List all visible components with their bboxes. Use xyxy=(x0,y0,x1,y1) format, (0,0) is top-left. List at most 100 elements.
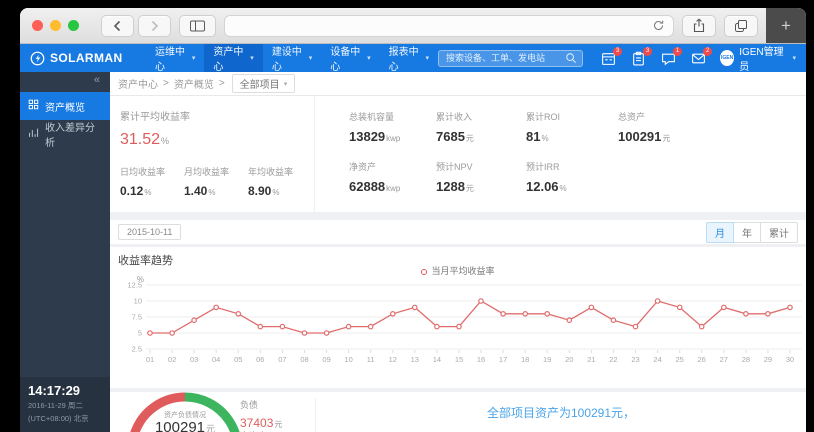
svg-text:12: 12 xyxy=(389,355,397,364)
legend-marker-icon xyxy=(421,269,428,275)
svg-text:28: 28 xyxy=(742,355,750,364)
brand-logo[interactable]: SOLARMAN xyxy=(30,51,146,66)
window-controls xyxy=(32,20,79,31)
sidebar-item[interactable]: 资产概览 xyxy=(20,92,110,120)
tabs-overview-button[interactable] xyxy=(724,14,758,37)
brand-name: SOLARMAN xyxy=(50,51,123,65)
chevron-left-icon xyxy=(113,20,121,31)
donut-center-number: 100291 xyxy=(154,419,206,432)
chevron-down-icon: ▾ xyxy=(191,55,196,62)
sub-stat-unit: % xyxy=(272,188,280,197)
svg-text:23: 23 xyxy=(631,355,639,364)
nav-menu-item-label: 建设中心 xyxy=(271,47,302,73)
reload-icon[interactable] xyxy=(652,19,665,32)
range-button[interactable]: 年 xyxy=(733,221,761,243)
yield-trend-chart-card: 收益率趋势 当月平均收益率 % 2.5 5 7.5 10 12.5 01 02 03 04 05 06… xyxy=(110,247,806,388)
breadcrumb-current: 资产概览 xyxy=(173,80,214,91)
sidebar-item[interactable]: 收入差异分析 xyxy=(20,120,110,149)
address-input[interactable] xyxy=(233,18,652,33)
svg-text:22: 22 xyxy=(609,355,617,364)
svg-text:14: 14 xyxy=(433,355,441,364)
minimize-window-button[interactable] xyxy=(50,20,61,31)
chevron-down-icon: ▾ xyxy=(367,55,371,62)
workorder-icon[interactable]: 3 xyxy=(631,46,652,66)
new-tab-button[interactable]: + xyxy=(781,15,791,35)
sub-stat-label: 月均收益率 xyxy=(184,167,230,177)
liability-stat: 负债 37403元 xyxy=(240,398,282,430)
user-menu[interactable]: IGEN IGEN管理员 ▾ xyxy=(720,43,796,73)
svg-text:11: 11 xyxy=(367,355,375,364)
sidebar-item-label: 资产概览 xyxy=(45,102,85,114)
clock-widget: 14:17:29 2016-11-29 周二 (UTC+08:00) 北京 xyxy=(20,377,110,432)
svg-text:7.5: 7.5 xyxy=(132,313,142,322)
avatar: IGEN xyxy=(720,50,735,66)
sub-stat-value: 8.90% xyxy=(248,184,312,198)
sidebar-icon xyxy=(190,20,205,31)
chevron-down-icon: ▾ xyxy=(250,55,254,62)
sidebar: « 资产概览收入差异分析 14:17:29 2016-11-29 周二 (UTC… xyxy=(20,72,110,432)
global-search[interactable] xyxy=(438,49,583,67)
range-button[interactable]: 累计 xyxy=(760,221,798,243)
analysis-icon xyxy=(28,127,39,141)
primary-stat-number: 31.52 xyxy=(120,131,161,148)
svg-text:21: 21 xyxy=(587,355,595,364)
donut-label: 资产负债情况 xyxy=(164,412,206,419)
sub-stat-number: 0.12 xyxy=(120,184,144,198)
svg-text:06: 06 xyxy=(256,355,264,364)
sub-stat: 月均收益率 1.40% xyxy=(184,165,248,198)
sidebar-item-label: 收入差异分析 xyxy=(45,123,95,149)
message-icon[interactable]: 1 xyxy=(661,46,682,66)
nav-menu-item[interactable]: 运维中心 ▾ xyxy=(146,44,204,73)
breadcrumb-parent[interactable]: 资产中心 xyxy=(118,80,158,91)
svg-text:27: 27 xyxy=(720,355,728,364)
notification-badge: 1 xyxy=(673,46,682,56)
address-bar[interactable] xyxy=(224,14,674,37)
sidebar-toggle-button[interactable] xyxy=(179,14,216,37)
nav-menu-item[interactable]: 建设中心 ▾ xyxy=(263,44,321,73)
svg-text:15: 15 xyxy=(455,355,463,364)
nav-menu-item[interactable]: 报表中心 ▾ xyxy=(380,44,438,73)
svg-text:04: 04 xyxy=(212,355,220,364)
sub-stat-label: 日均收益率 xyxy=(120,167,166,177)
stat-number: 13829 xyxy=(349,129,386,144)
clock-timezone: (UTC+08:00) 北京 xyxy=(28,414,89,423)
back-button[interactable] xyxy=(101,14,134,37)
mail-icon[interactable]: 2 xyxy=(691,46,712,66)
stat-cell: 累计ROI 81% xyxy=(526,110,618,144)
close-window-button[interactable] xyxy=(32,20,43,31)
stat-unit: 元 xyxy=(662,134,671,143)
sidebar-collapse-button[interactable]: « xyxy=(93,74,100,86)
overview-icon xyxy=(28,99,39,113)
share-button[interactable] xyxy=(682,14,716,37)
svg-text:12.5: 12.5 xyxy=(127,281,142,290)
stat-unit: 元 xyxy=(465,184,474,193)
nav-menu-item[interactable]: 资产中心 ▾ xyxy=(204,44,263,73)
project-filter-dropdown[interactable]: 全部项目 ▾ xyxy=(231,74,296,93)
nav-menu-item[interactable]: 设备中心 ▾ xyxy=(321,44,379,73)
stat-row: 净资产 62888kwp 预计NPV 1288元 预计IRR 12.06% xyxy=(349,160,806,194)
stat-label: 累计ROI xyxy=(526,112,561,122)
primary-stat-label: 累计平均收益率 xyxy=(120,112,190,123)
chart-title: 收益率趋势 xyxy=(118,255,173,267)
stat-number: 12.06 xyxy=(526,179,559,194)
zoom-window-button[interactable] xyxy=(68,20,79,31)
range-switcher: 月年累计 xyxy=(706,221,798,243)
search-icon[interactable] xyxy=(565,52,577,64)
alarm-icon[interactable]: 3 xyxy=(601,46,622,66)
range-button[interactable]: 月 xyxy=(706,221,734,243)
search-input[interactable] xyxy=(444,52,565,64)
stat-unit: kwp xyxy=(386,184,401,193)
stat-label: 预计IRR xyxy=(526,162,560,172)
svg-text:05: 05 xyxy=(234,355,242,364)
svg-text:09: 09 xyxy=(322,355,330,364)
svg-text:24: 24 xyxy=(653,355,661,364)
date-picker[interactable]: 2015-10-11 xyxy=(118,224,182,240)
chevron-down-icon: ▾ xyxy=(792,55,796,62)
svg-text:2.5: 2.5 xyxy=(132,345,142,354)
stat-cell: 总资产 100291元 xyxy=(618,110,670,144)
forward-button[interactable] xyxy=(138,14,171,37)
svg-text:5: 5 xyxy=(138,329,142,338)
stat-number: 81 xyxy=(526,129,541,144)
stat-number: 62888 xyxy=(349,179,386,194)
stat-unit: % xyxy=(559,184,567,193)
